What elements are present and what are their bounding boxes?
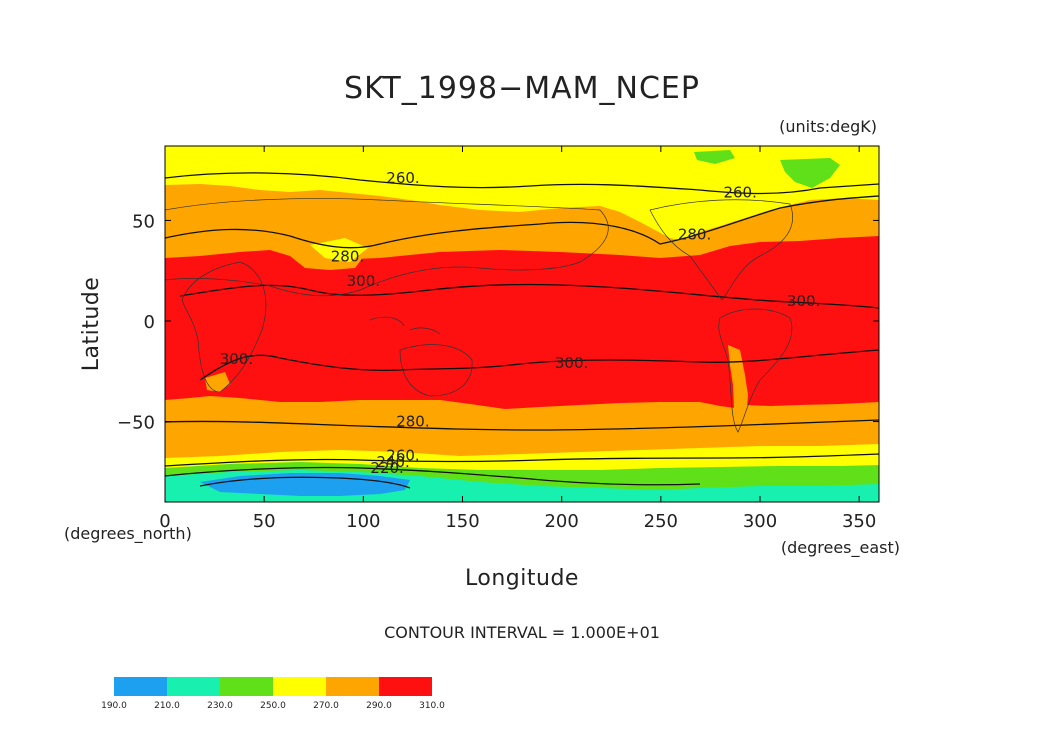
contour-label: 220.: [370, 459, 403, 477]
colorbar-swatch: [326, 677, 379, 696]
contour-label: 280.: [678, 225, 711, 243]
colorbar-swatch: [379, 677, 432, 696]
colorbar-tick-label: 310.0: [419, 701, 445, 711]
units-label: (units:degK): [779, 117, 877, 136]
x-axis-title: Longitude: [465, 566, 579, 591]
coast-maritime: [369, 316, 441, 335]
y-tick-label: 0: [144, 312, 155, 333]
contour-label: 260.: [723, 183, 756, 201]
band-arctic-yellow: [165, 146, 879, 240]
contour-label: 280.: [331, 248, 364, 266]
colorbar: 190.0 210.0 230.0 250.0 270.0 290.0 310.0: [101, 677, 445, 711]
coast-s-america: [718, 308, 793, 433]
s-africa-orange: [205, 372, 230, 392]
y-unit-label: (degrees_north): [64, 524, 192, 544]
x-tick-label: 0: [159, 511, 170, 532]
coast-eurasia: [165, 198, 609, 297]
contour-label: 240.: [376, 453, 409, 471]
contour-label: 300.: [220, 350, 253, 368]
colorbar-tick-label: 230.0: [207, 701, 233, 711]
x-tick-label: 300: [743, 511, 777, 532]
colorbar-swatch: [114, 677, 167, 696]
contour-280-south: [165, 419, 879, 431]
coast-africa: [181, 261, 267, 393]
contour-label: 280.: [396, 413, 429, 431]
y-axis: 50 0 −50: [117, 211, 879, 434]
colorbar-tick-label: 270.0: [313, 701, 339, 711]
contour-220-south: [199, 476, 411, 489]
contour-lines: [165, 172, 879, 489]
y-tick-label: 50: [132, 211, 155, 232]
map-area: 260. 260. 280. 280. 300. 300. 300. 300. 280. 260.…: [165, 146, 879, 502]
colorbar-tick-label: 190.0: [101, 701, 127, 711]
coast-n-america: [649, 199, 793, 301]
greenland-green: [780, 158, 840, 188]
tibet-yellow: [310, 238, 368, 262]
contour-300-north: [179, 283, 879, 309]
contour-260-south: [165, 453, 879, 467]
contour-interval-text: CONTOUR INTERVAL = 1.000E+01: [384, 623, 660, 642]
map-frame: [164, 145, 880, 503]
contour-label: 260.: [386, 447, 419, 465]
contour-300-south: [199, 349, 879, 381]
colorbar-tick-label: 210.0: [154, 701, 180, 711]
contour-260-north: [165, 172, 879, 195]
colorbar-tick-label: 290.0: [366, 701, 392, 711]
x-tick-label: 150: [445, 511, 479, 532]
colorbar-swatch: [167, 677, 220, 696]
colorbar-tick-label: 250.0: [260, 701, 286, 711]
x-tick-label: 50: [253, 511, 276, 532]
coastlines: [165, 198, 793, 433]
contour-label: 260.: [386, 169, 419, 187]
contour-240-south: [165, 466, 701, 486]
x-tick-label: 200: [544, 511, 578, 532]
band-tropical-red: [165, 236, 879, 409]
x-unit-label: (degrees_east): [781, 538, 900, 558]
colorbar-swatch: [273, 677, 326, 696]
contour-label: 300.: [787, 292, 820, 310]
y-tick-label: −50: [117, 413, 155, 434]
x-tick-label: 350: [842, 511, 876, 532]
colorbar-swatch: [220, 677, 273, 696]
contour-labels: 260. 260. 280. 280. 300. 300. 300. 300. 280. 260.…: [220, 169, 821, 477]
contour-label: 300.: [555, 354, 588, 372]
ellesmere-green: [694, 150, 735, 164]
contour-label: 300.: [347, 272, 380, 290]
x-axis: 0 50 100 150 200 250 300 350: [159, 146, 876, 532]
coast-australia: [399, 344, 473, 397]
x-tick-label: 100: [346, 511, 380, 532]
x-tick-label: 250: [644, 511, 678, 532]
y-axis-title: Latitude: [79, 277, 104, 372]
patagonia-orange: [728, 345, 748, 432]
contour-280-north: [165, 195, 879, 249]
chart-title: SKT_1998−MAM_NCEP: [344, 71, 700, 106]
